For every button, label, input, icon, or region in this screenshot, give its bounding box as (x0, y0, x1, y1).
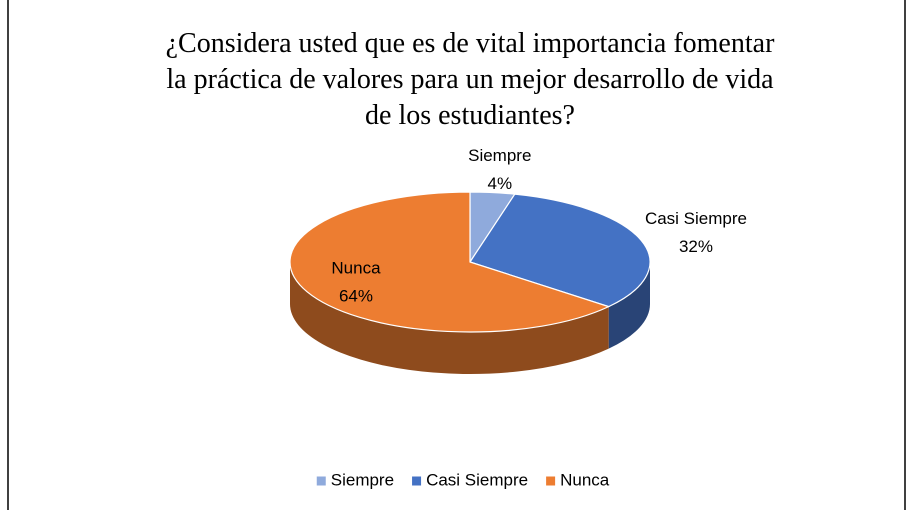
legend-swatch (316, 476, 326, 486)
legend-label: Siempre (331, 470, 394, 489)
slice (469, 193, 651, 308)
legend-label: Casi Siempre (426, 470, 528, 489)
slice (289, 191, 611, 333)
chart-title: ¿Considera usted que es de vital importa… (165, 28, 775, 131)
data-label-value: 64% (339, 286, 373, 305)
data-label-value: 4% (487, 174, 512, 193)
slice-side (608, 262, 650, 349)
slice-side (290, 262, 609, 375)
legend-swatch (412, 476, 422, 486)
legend-label: Nunca (560, 470, 610, 489)
data-label-category: Nunca (331, 258, 381, 277)
legend-swatch (546, 476, 556, 486)
data-label-value: 32% (679, 237, 713, 256)
chart-frame (7, 0, 906, 510)
data-label-category: Siempre (468, 146, 531, 165)
data-label-category: Casi Siempre (645, 209, 747, 228)
